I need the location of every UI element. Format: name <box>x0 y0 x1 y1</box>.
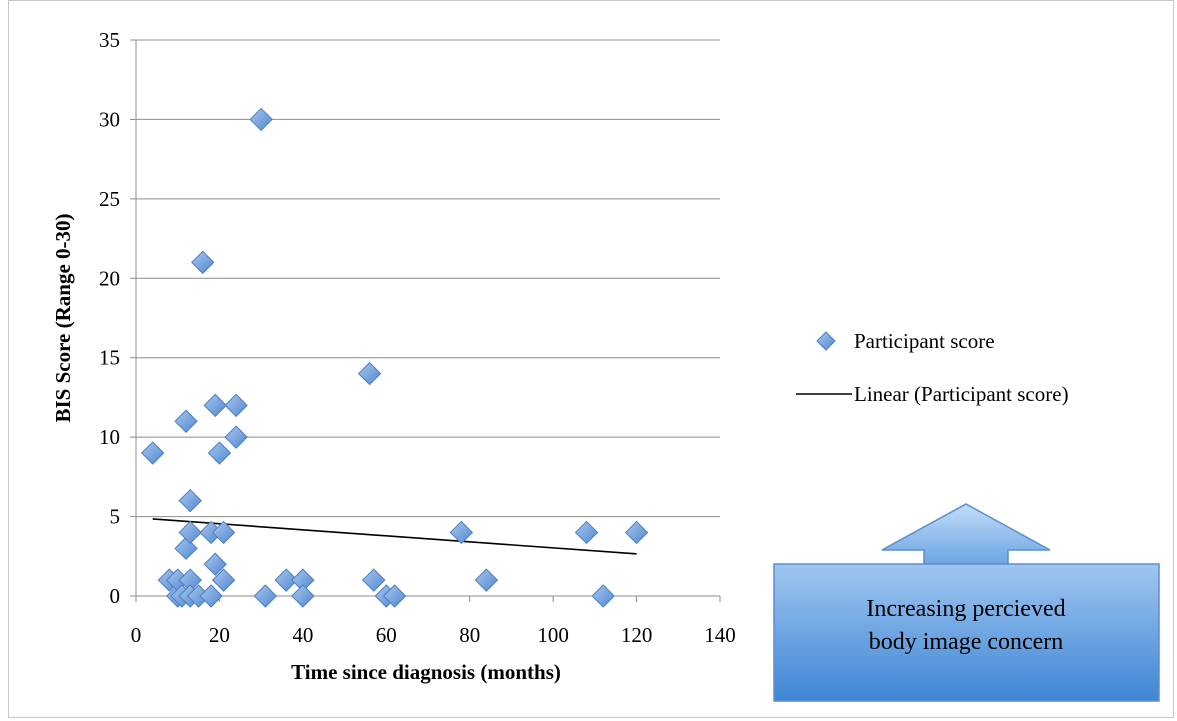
gridlines <box>136 39 720 518</box>
data-point <box>178 488 202 513</box>
data-point <box>574 520 599 545</box>
data-point <box>203 552 227 576</box>
y-tick-label: 25 <box>99 187 120 211</box>
y-tick-label: 35 <box>99 28 120 52</box>
y-tick-label: 0 <box>110 584 121 608</box>
data-point <box>249 107 273 132</box>
data-point <box>382 584 407 608</box>
data-point <box>291 584 315 608</box>
data-point <box>191 250 215 275</box>
trendline-group <box>152 518 637 555</box>
x-tick-label: 40 <box>292 623 313 647</box>
legend-diamond-icon <box>816 331 836 351</box>
data-point <box>357 361 382 386</box>
y-tick-label: 10 <box>99 425 120 449</box>
x-tick-label: 120 <box>621 623 653 647</box>
x-tick-label: 60 <box>376 623 397 647</box>
data-point <box>274 568 298 592</box>
annotation-line-1: Increasing percieved <box>866 596 1065 622</box>
data-point <box>203 393 227 418</box>
x-tick-label: 140 <box>704 623 736 647</box>
data-points <box>140 107 649 608</box>
x-tick-label: 20 <box>209 623 230 647</box>
y-tick-label: 15 <box>99 346 120 370</box>
y-axis-title: BIS Score (Range 0-30) <box>51 213 75 422</box>
data-point <box>211 568 236 592</box>
legend-label-participant-score: Participant score <box>854 329 995 353</box>
data-point <box>174 409 198 433</box>
annotation-line-2: body image concern <box>869 629 1064 655</box>
arrow-up-icon <box>881 503 1051 566</box>
y-tick-label: 5 <box>110 505 121 529</box>
data-point <box>449 520 474 545</box>
data-point <box>224 393 248 418</box>
data-point <box>474 568 499 592</box>
data-point <box>211 520 236 545</box>
legend-label-linear-trend: Linear (Participant score) <box>854 382 1069 406</box>
y-tick-label: 30 <box>99 107 120 131</box>
trendline <box>152 518 637 555</box>
data-point <box>362 568 386 592</box>
x-tick-label: 80 <box>459 623 480 647</box>
data-point <box>591 584 615 608</box>
data-point <box>174 536 198 561</box>
data-point <box>178 520 202 545</box>
data-point <box>207 441 232 465</box>
data-point <box>224 425 248 449</box>
axes <box>130 39 721 602</box>
data-point <box>253 584 278 608</box>
annotation-callout: Increasing percieved body image concern <box>773 503 1160 702</box>
x-tick-label: 100 <box>537 623 569 647</box>
legend: Participant score Linear (Participant sc… <box>796 329 1069 406</box>
y-tick-label: 20 <box>99 266 120 290</box>
annotation-box <box>773 563 1160 702</box>
x-tick-label: 0 <box>131 623 142 647</box>
x-tick-labels: 0 20 40 60 80 100 120 140 <box>131 623 736 647</box>
data-point <box>199 584 223 608</box>
y-tick-labels: 0 5 10 15 20 25 30 35 <box>99 28 120 608</box>
data-point <box>140 441 165 465</box>
data-point <box>624 520 649 545</box>
x-axis-title: Time since diagnosis (months) <box>291 660 561 684</box>
